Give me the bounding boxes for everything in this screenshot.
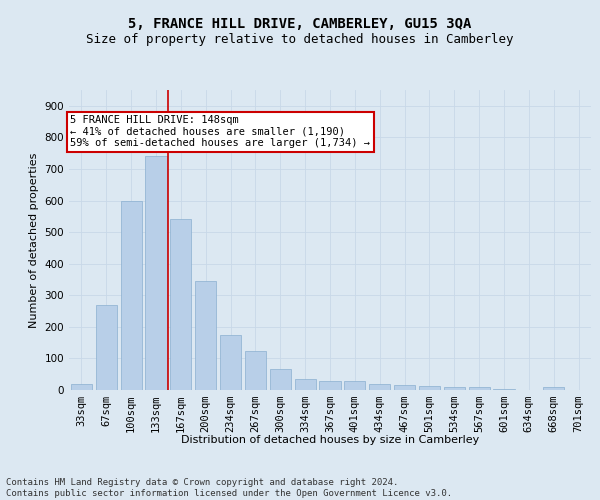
Bar [195, 281, 216, 390]
Text: 5, FRANCE HILL DRIVE, CAMBERLEY, GU15 3QA: 5, FRANCE HILL DRIVE, CAMBERLEY, GU15 3Q… [128, 18, 472, 32]
Bar [394, 386, 415, 390]
Bar [145, 156, 167, 390]
Bar [344, 381, 365, 390]
Bar [543, 388, 564, 390]
Bar [220, 334, 241, 390]
X-axis label: Distribution of detached houses by size in Camberley: Distribution of detached houses by size … [181, 435, 479, 445]
Bar [270, 370, 291, 390]
Bar [419, 386, 440, 390]
Bar [469, 388, 490, 390]
Bar [319, 380, 341, 390]
Bar [96, 304, 117, 390]
Bar [170, 220, 191, 390]
Text: Contains HM Land Registry data © Crown copyright and database right 2024.
Contai: Contains HM Land Registry data © Crown c… [6, 478, 452, 498]
Bar [295, 379, 316, 390]
Bar [493, 389, 515, 390]
Bar [444, 388, 465, 390]
Y-axis label: Number of detached properties: Number of detached properties [29, 152, 39, 328]
Bar [245, 350, 266, 390]
Text: Size of property relative to detached houses in Camberley: Size of property relative to detached ho… [86, 32, 514, 46]
Text: 5 FRANCE HILL DRIVE: 148sqm
← 41% of detached houses are smaller (1,190)
59% of : 5 FRANCE HILL DRIVE: 148sqm ← 41% of det… [70, 116, 370, 148]
Bar [71, 384, 92, 390]
Bar [369, 384, 390, 390]
Bar [121, 200, 142, 390]
